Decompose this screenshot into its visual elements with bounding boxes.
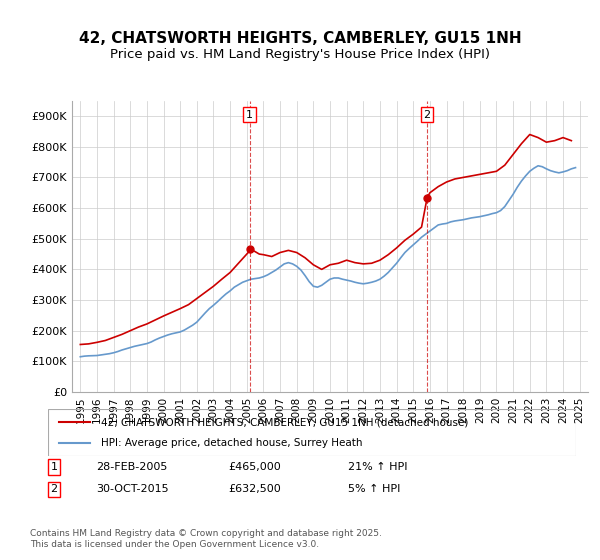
Text: 42, CHATSWORTH HEIGHTS, CAMBERLEY, GU15 1NH (detached house): 42, CHATSWORTH HEIGHTS, CAMBERLEY, GU15 …: [101, 417, 468, 427]
Text: 28-FEB-2005: 28-FEB-2005: [96, 462, 167, 472]
Text: £465,000: £465,000: [228, 462, 281, 472]
Text: 1: 1: [50, 462, 58, 472]
Text: 2: 2: [50, 484, 58, 494]
Text: £632,500: £632,500: [228, 484, 281, 494]
Text: 1: 1: [246, 110, 253, 119]
Text: Price paid vs. HM Land Registry's House Price Index (HPI): Price paid vs. HM Land Registry's House …: [110, 48, 490, 60]
Text: 42, CHATSWORTH HEIGHTS, CAMBERLEY, GU15 1NH: 42, CHATSWORTH HEIGHTS, CAMBERLEY, GU15 …: [79, 31, 521, 46]
Text: 30-OCT-2015: 30-OCT-2015: [96, 484, 169, 494]
Text: 5% ↑ HPI: 5% ↑ HPI: [348, 484, 400, 494]
Text: Contains HM Land Registry data © Crown copyright and database right 2025.
This d: Contains HM Land Registry data © Crown c…: [30, 529, 382, 549]
Text: HPI: Average price, detached house, Surrey Heath: HPI: Average price, detached house, Surr…: [101, 438, 362, 448]
Text: 21% ↑ HPI: 21% ↑ HPI: [348, 462, 407, 472]
Text: 2: 2: [424, 110, 431, 119]
